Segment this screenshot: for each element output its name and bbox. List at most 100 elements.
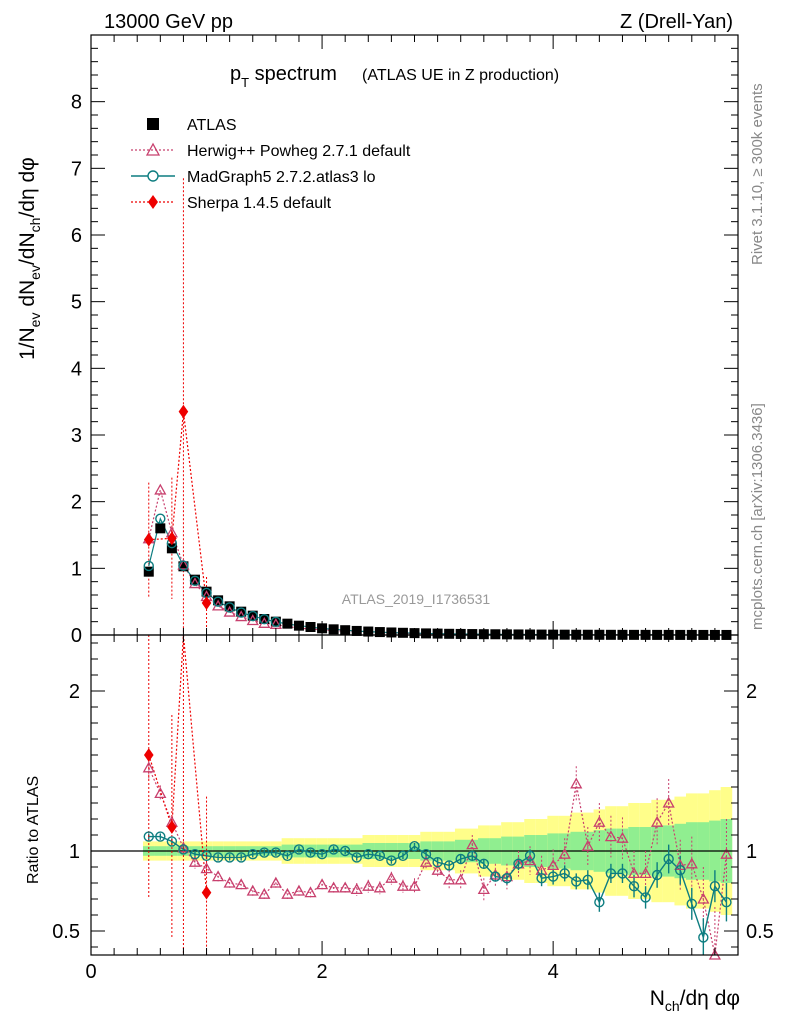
madgraph-ratio-marker xyxy=(224,852,235,863)
herwig-ratio-marker xyxy=(292,884,306,896)
madgraph-ratio-marker xyxy=(559,868,570,879)
herwig-ratio-marker xyxy=(466,838,479,850)
atlas-point xyxy=(178,561,189,572)
madgraph-ratio-marker xyxy=(270,847,282,858)
sherpa-ratio-line xyxy=(148,634,208,893)
madgraph-ratio-marker xyxy=(501,873,513,884)
y-axis-bottom-label: Ratio to ATLAS xyxy=(25,776,42,884)
y-axis-top-label: 1/Nev dNev/dNch/dη dφ xyxy=(16,157,43,360)
madgraph-top-marker xyxy=(259,613,270,625)
herwig-ratio-marker xyxy=(651,815,664,827)
x-tick-label: 0 xyxy=(85,961,96,983)
herwig-ratio-marker xyxy=(373,881,386,893)
madgraph-ratio-marker xyxy=(235,852,247,863)
madgraph-ratio-marker xyxy=(189,849,201,860)
madgraph-ratio-marker xyxy=(247,849,258,860)
madgraph-ratio-marker xyxy=(455,853,466,865)
herwig-ratio-marker xyxy=(419,855,433,867)
herwig-ratio-marker xyxy=(223,876,236,888)
herwig-ratio-marker xyxy=(443,873,456,885)
madgraph-ratio-marker xyxy=(328,844,339,855)
atlas-point xyxy=(282,618,293,629)
madgraph-ratio-marker xyxy=(582,874,594,885)
madgraph-ratio-marker xyxy=(432,857,443,868)
herwig-ratio-marker xyxy=(627,867,641,879)
herwig-ratio-marker xyxy=(211,870,225,882)
madgraph-ratio-marker xyxy=(709,881,721,892)
madgraph-ratio-marker xyxy=(178,844,189,855)
atlas-point xyxy=(270,616,281,627)
herwig-ratio-marker xyxy=(685,857,698,869)
herwig-ratio-marker xyxy=(662,796,675,808)
ratio-panel-frame xyxy=(90,634,739,956)
madgraph-top-marker xyxy=(235,607,247,618)
legend-herwig-marker xyxy=(145,142,161,156)
herwig-ratio-marker xyxy=(720,847,733,859)
herwig-ratio-marker xyxy=(350,883,363,895)
madgraph-ratio-marker xyxy=(478,858,490,869)
madgraph-ratio-marker xyxy=(443,860,455,871)
y-tick-label-top: 8 xyxy=(71,92,82,114)
herwig-ratio-marker xyxy=(396,879,410,891)
herwig-ratio-marker xyxy=(304,886,317,898)
energy-label: 13000 GeV pp xyxy=(104,11,233,33)
y-tick-label-ratio-right: 1 xyxy=(746,841,757,863)
madgraph-ratio-marker xyxy=(605,868,617,879)
y-tick-label-top: 0 xyxy=(71,625,82,647)
madgraph-ratio-marker xyxy=(640,892,651,903)
madgraph-ratio-marker xyxy=(513,858,524,869)
herwig-ratio-marker xyxy=(258,887,271,899)
analysis-watermark: ATLAS_2019_I1736531 xyxy=(342,591,491,607)
madgraph-ratio-marker xyxy=(617,868,628,879)
madgraph-ratio-marker xyxy=(374,850,386,861)
herwig-ratio-marker xyxy=(246,884,259,896)
atlas-point xyxy=(293,620,304,631)
madgraph-ratio-marker xyxy=(282,850,293,861)
herwig-ratio-marker xyxy=(315,878,329,890)
madgraph-ratio-marker xyxy=(212,852,224,863)
madgraph-ratio-marker xyxy=(721,897,732,908)
herwig-ratio-marker xyxy=(489,868,502,880)
madgraph-ratio-marker xyxy=(571,876,582,887)
herwig-ratio-marker xyxy=(558,847,571,859)
plot-title-rest: spectrum xyxy=(249,63,337,85)
madgraph-ratio-marker xyxy=(686,898,697,909)
madgraph-ratio-marker xyxy=(420,849,432,860)
herwig-ratio-marker xyxy=(269,876,282,888)
herwig-ratio-marker xyxy=(235,878,248,890)
legend-label: MadGraph5 2.7.2.atlas3 lo xyxy=(187,169,376,186)
madgraph-ratio-marker xyxy=(351,852,362,863)
madgraph-ratio-marker xyxy=(386,855,397,866)
atlas-point xyxy=(444,628,455,639)
madgraph-ratio-marker xyxy=(155,831,166,842)
madgraph-ratio-marker xyxy=(536,873,547,884)
sherpa-ratio-marker xyxy=(167,820,177,834)
madgraph-ratio-marker xyxy=(663,853,674,865)
y-tick-label-ratio: 0.5 xyxy=(52,921,80,943)
atlas-point xyxy=(467,629,478,640)
y-tick-label-ratio: 2 xyxy=(69,681,80,703)
side-text-top: Rivet 3.1.10, ≥ 300k events xyxy=(749,83,766,265)
madgraph-top-marker xyxy=(143,560,154,572)
madgraph-top-marker xyxy=(178,560,189,571)
legend-label: ATLAS xyxy=(187,117,237,134)
atlas-point xyxy=(305,622,316,632)
legend: ATLAS Herwig++ Powheg 2.7.1 default MadGra… xyxy=(131,117,411,212)
y-tick-label-top: 6 xyxy=(71,225,82,247)
atlas-point xyxy=(490,629,501,640)
madgraph-ratio-marker xyxy=(594,897,605,908)
herwig-ratio-marker xyxy=(327,881,340,893)
madgraph-top-marker xyxy=(224,602,235,613)
sherpa-top-marker xyxy=(143,532,154,547)
herwig-ratio-marker xyxy=(697,892,710,904)
madgraph-ratio-marker xyxy=(675,865,686,876)
plot-title-paren: (ATLAS UE in Z production) xyxy=(362,67,559,84)
madgraph-ratio-marker xyxy=(651,869,663,881)
herwig-ratio-marker xyxy=(385,871,398,883)
madgraph-top-marker xyxy=(270,616,282,627)
herwig-ratio-marker xyxy=(142,761,155,773)
process-label: Z (Drell-Yan) xyxy=(620,11,733,33)
side-text-bottom: mcplots.cern.ch [arXiv:1306.3436] xyxy=(749,403,766,630)
madgraph-ratio-marker xyxy=(467,850,478,861)
madgraph-top-marker xyxy=(155,513,166,524)
